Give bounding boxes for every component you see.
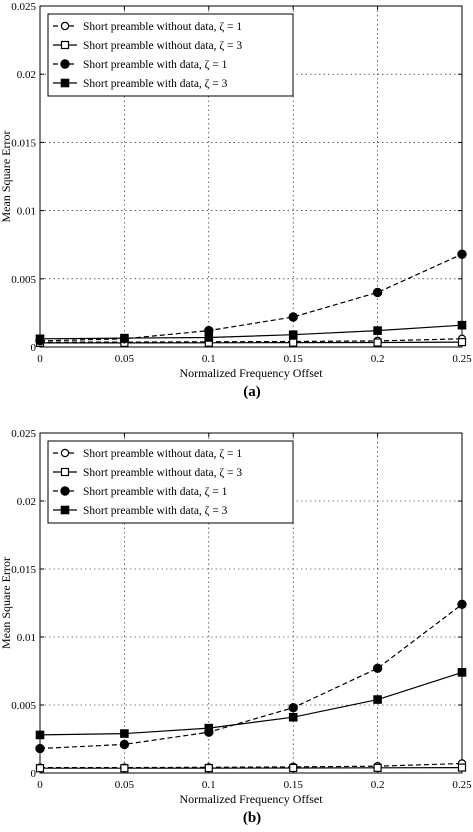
data-point-s2 (119, 739, 130, 750)
y-tick-label: 0.025 (11, 1, 36, 13)
series-line-1 (40, 341, 463, 344)
data-point-s3 (120, 333, 129, 343)
series-line-0 (39, 338, 463, 343)
series-line-2 (39, 253, 463, 342)
legend-entry-1: Short preamble without data, ζ = 3 (83, 467, 242, 479)
x-tick-label: 0.2 (371, 353, 385, 365)
x-tick-label: 0.25 (452, 353, 472, 365)
y-tick-label: 0 (31, 342, 37, 354)
data-point-s1 (35, 764, 45, 773)
data-point-s2 (372, 287, 383, 298)
series-line-1 (40, 766, 463, 769)
data-point-s2 (457, 249, 467, 259)
y-tick-label: 0.015 (11, 137, 36, 149)
chart-panel-1: 0 0.05 0.1 0.15 0.2 0.25 0 0.005 0.01 0.015 0.02 0.… (0, 428, 472, 826)
y-tick-label: 0.01 (17, 632, 36, 644)
data-point-s3 (35, 730, 45, 740)
series-line-3 (39, 671, 463, 736)
data-point-s1 (457, 337, 467, 347)
chart-panel-0: 0 0.05 0.1 0.15 0.2 0.25 0 0.005 0.01 0.015 0.02 0.… (0, 1, 472, 400)
legend-entry-2: Short preamble with data, ζ = 1 (83, 59, 228, 71)
x-tick-label: 0.15 (284, 779, 304, 791)
legend-marker-0 (60, 448, 70, 458)
data-point-s1 (373, 338, 382, 347)
data-point-s1 (289, 763, 298, 773)
data-point-s1 (373, 763, 382, 772)
data-point-s3 (457, 320, 467, 330)
data-point-s1 (120, 764, 129, 773)
legend-marker-0 (60, 21, 70, 31)
legend-marker-2 (60, 486, 70, 496)
x-tick-label: 0.25 (452, 779, 472, 791)
legend-entry-3: Short preamble with data, ζ = 3 (83, 78, 228, 90)
data-point-s2 (288, 703, 298, 713)
y-tick-label: 0.015 (11, 564, 36, 576)
legend-marker-1 (60, 40, 70, 50)
data-point-s3 (204, 723, 214, 733)
y-axis-label: Mean Square Error (0, 131, 13, 223)
data-point-s3 (120, 729, 129, 738)
x-axis-label: Normalized Frequency Offset (179, 792, 323, 806)
x-tick-label: 0 (37, 353, 43, 365)
data-point-s3 (204, 333, 214, 342)
x-tick-label: 0.15 (284, 353, 304, 365)
legend-marker-3 (60, 78, 70, 88)
legend-entry-2: Short preamble with data, ζ = 1 (83, 486, 228, 498)
data-point-s3 (373, 695, 382, 704)
data-point-s2 (288, 312, 298, 322)
x-tick-label: 0.05 (115, 353, 135, 365)
y-tick-label: 0.005 (11, 274, 36, 286)
x-tick-label: 0 (37, 779, 43, 791)
data-point-s3 (288, 330, 298, 340)
panel-label: (b) (243, 810, 261, 826)
data-point-s1 (289, 338, 298, 347)
legend-entry-1: Short preamble without data, ζ = 3 (83, 40, 242, 52)
series-line-0 (40, 762, 463, 769)
legend-marker-3 (60, 505, 70, 515)
y-tick-label: 0.005 (11, 700, 36, 712)
data-point-s2 (372, 663, 383, 673)
legend-marker-2 (60, 59, 70, 69)
legend-box (47, 440, 294, 524)
data-point-s3 (373, 326, 382, 335)
data-point-s2 (35, 743, 45, 754)
x-tick-label: 0.1 (202, 353, 216, 365)
legend-entry-3: Short preamble with data, ζ = 3 (83, 505, 228, 517)
data-point-s1 (457, 763, 467, 772)
legend-entry-0: Short preamble without data, ζ = 1 (83, 21, 242, 33)
x-tick-label: 0.2 (371, 779, 385, 791)
y-axis-label: Mean Square Error (0, 557, 13, 649)
data-point-s1 (204, 764, 213, 773)
y-tick-label: 0.01 (17, 206, 36, 218)
series-line-3 (39, 324, 463, 340)
x-tick-label: 0.1 (202, 779, 216, 791)
panel-label: (a) (243, 384, 261, 400)
y-tick-label: 0.02 (17, 496, 36, 508)
data-point-s3 (457, 668, 467, 677)
x-tick-label: 0.05 (115, 779, 135, 791)
legend-marker-1 (60, 467, 70, 477)
x-axis-label: Normalized Frequency Offset (179, 366, 323, 380)
y-tick-label: 0 (31, 768, 37, 780)
data-point-s3 (288, 712, 298, 722)
series-line-2 (39, 603, 463, 750)
data-point-s2 (457, 599, 467, 610)
legend-entry-0: Short preamble without data, ζ = 1 (83, 448, 242, 460)
y-tick-label: 0.025 (11, 428, 36, 440)
y-tick-label: 0.02 (17, 69, 36, 81)
legend-box (47, 13, 294, 97)
data-point-s3 (35, 334, 45, 344)
